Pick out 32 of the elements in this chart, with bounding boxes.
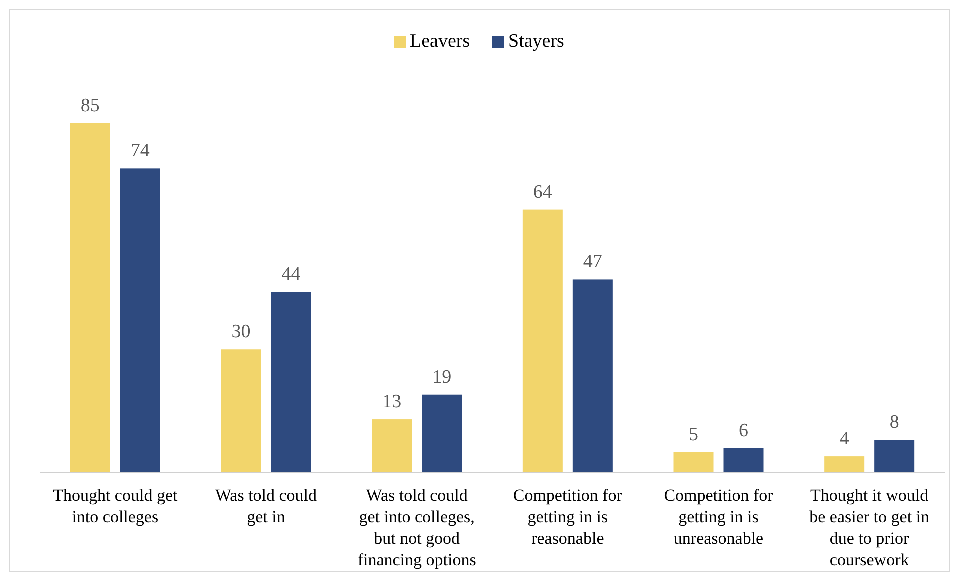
bar: [120, 168, 160, 473]
x-tick-label: Was told could get in: [215, 486, 318, 526]
data-label: 13: [382, 392, 402, 413]
bar: [271, 292, 312, 473]
data-label: 5: [689, 424, 698, 446]
x-tick-label: Thought it would be easier to get in due to prior coursework: [810, 486, 930, 570]
bar: [824, 456, 865, 473]
bar: [572, 280, 613, 473]
data-label: 30: [232, 322, 251, 343]
bar: [221, 350, 262, 473]
data-label: 44: [282, 264, 302, 286]
data-label: 85: [80, 95, 100, 116]
bar: [70, 123, 110, 473]
data-label: 4: [840, 428, 850, 450]
legend-label: Stayers: [508, 31, 564, 52]
bar: [422, 394, 462, 473]
data-label: 74: [130, 140, 150, 162]
bar: [874, 440, 915, 473]
bar: [724, 448, 764, 473]
data-label: 6: [739, 420, 748, 442]
data-label: 8: [890, 412, 900, 434]
x-tick-label: Was told could get into colleges, but not good financing options: [358, 486, 476, 570]
data-label: 19: [432, 366, 452, 388]
data-label: 64: [533, 182, 553, 203]
legend-label: Leavers: [410, 31, 470, 52]
bar: [522, 210, 563, 473]
bar: [674, 452, 714, 473]
bar: [372, 420, 412, 473]
x-tick-label: Competition for getting in is reasonable: [513, 486, 623, 548]
data-label: 47: [583, 252, 602, 273]
x-tick-label: Thought could get into colleges: [53, 486, 178, 526]
x-tick-label: Competition for getting in is unreasonable: [664, 486, 774, 548]
